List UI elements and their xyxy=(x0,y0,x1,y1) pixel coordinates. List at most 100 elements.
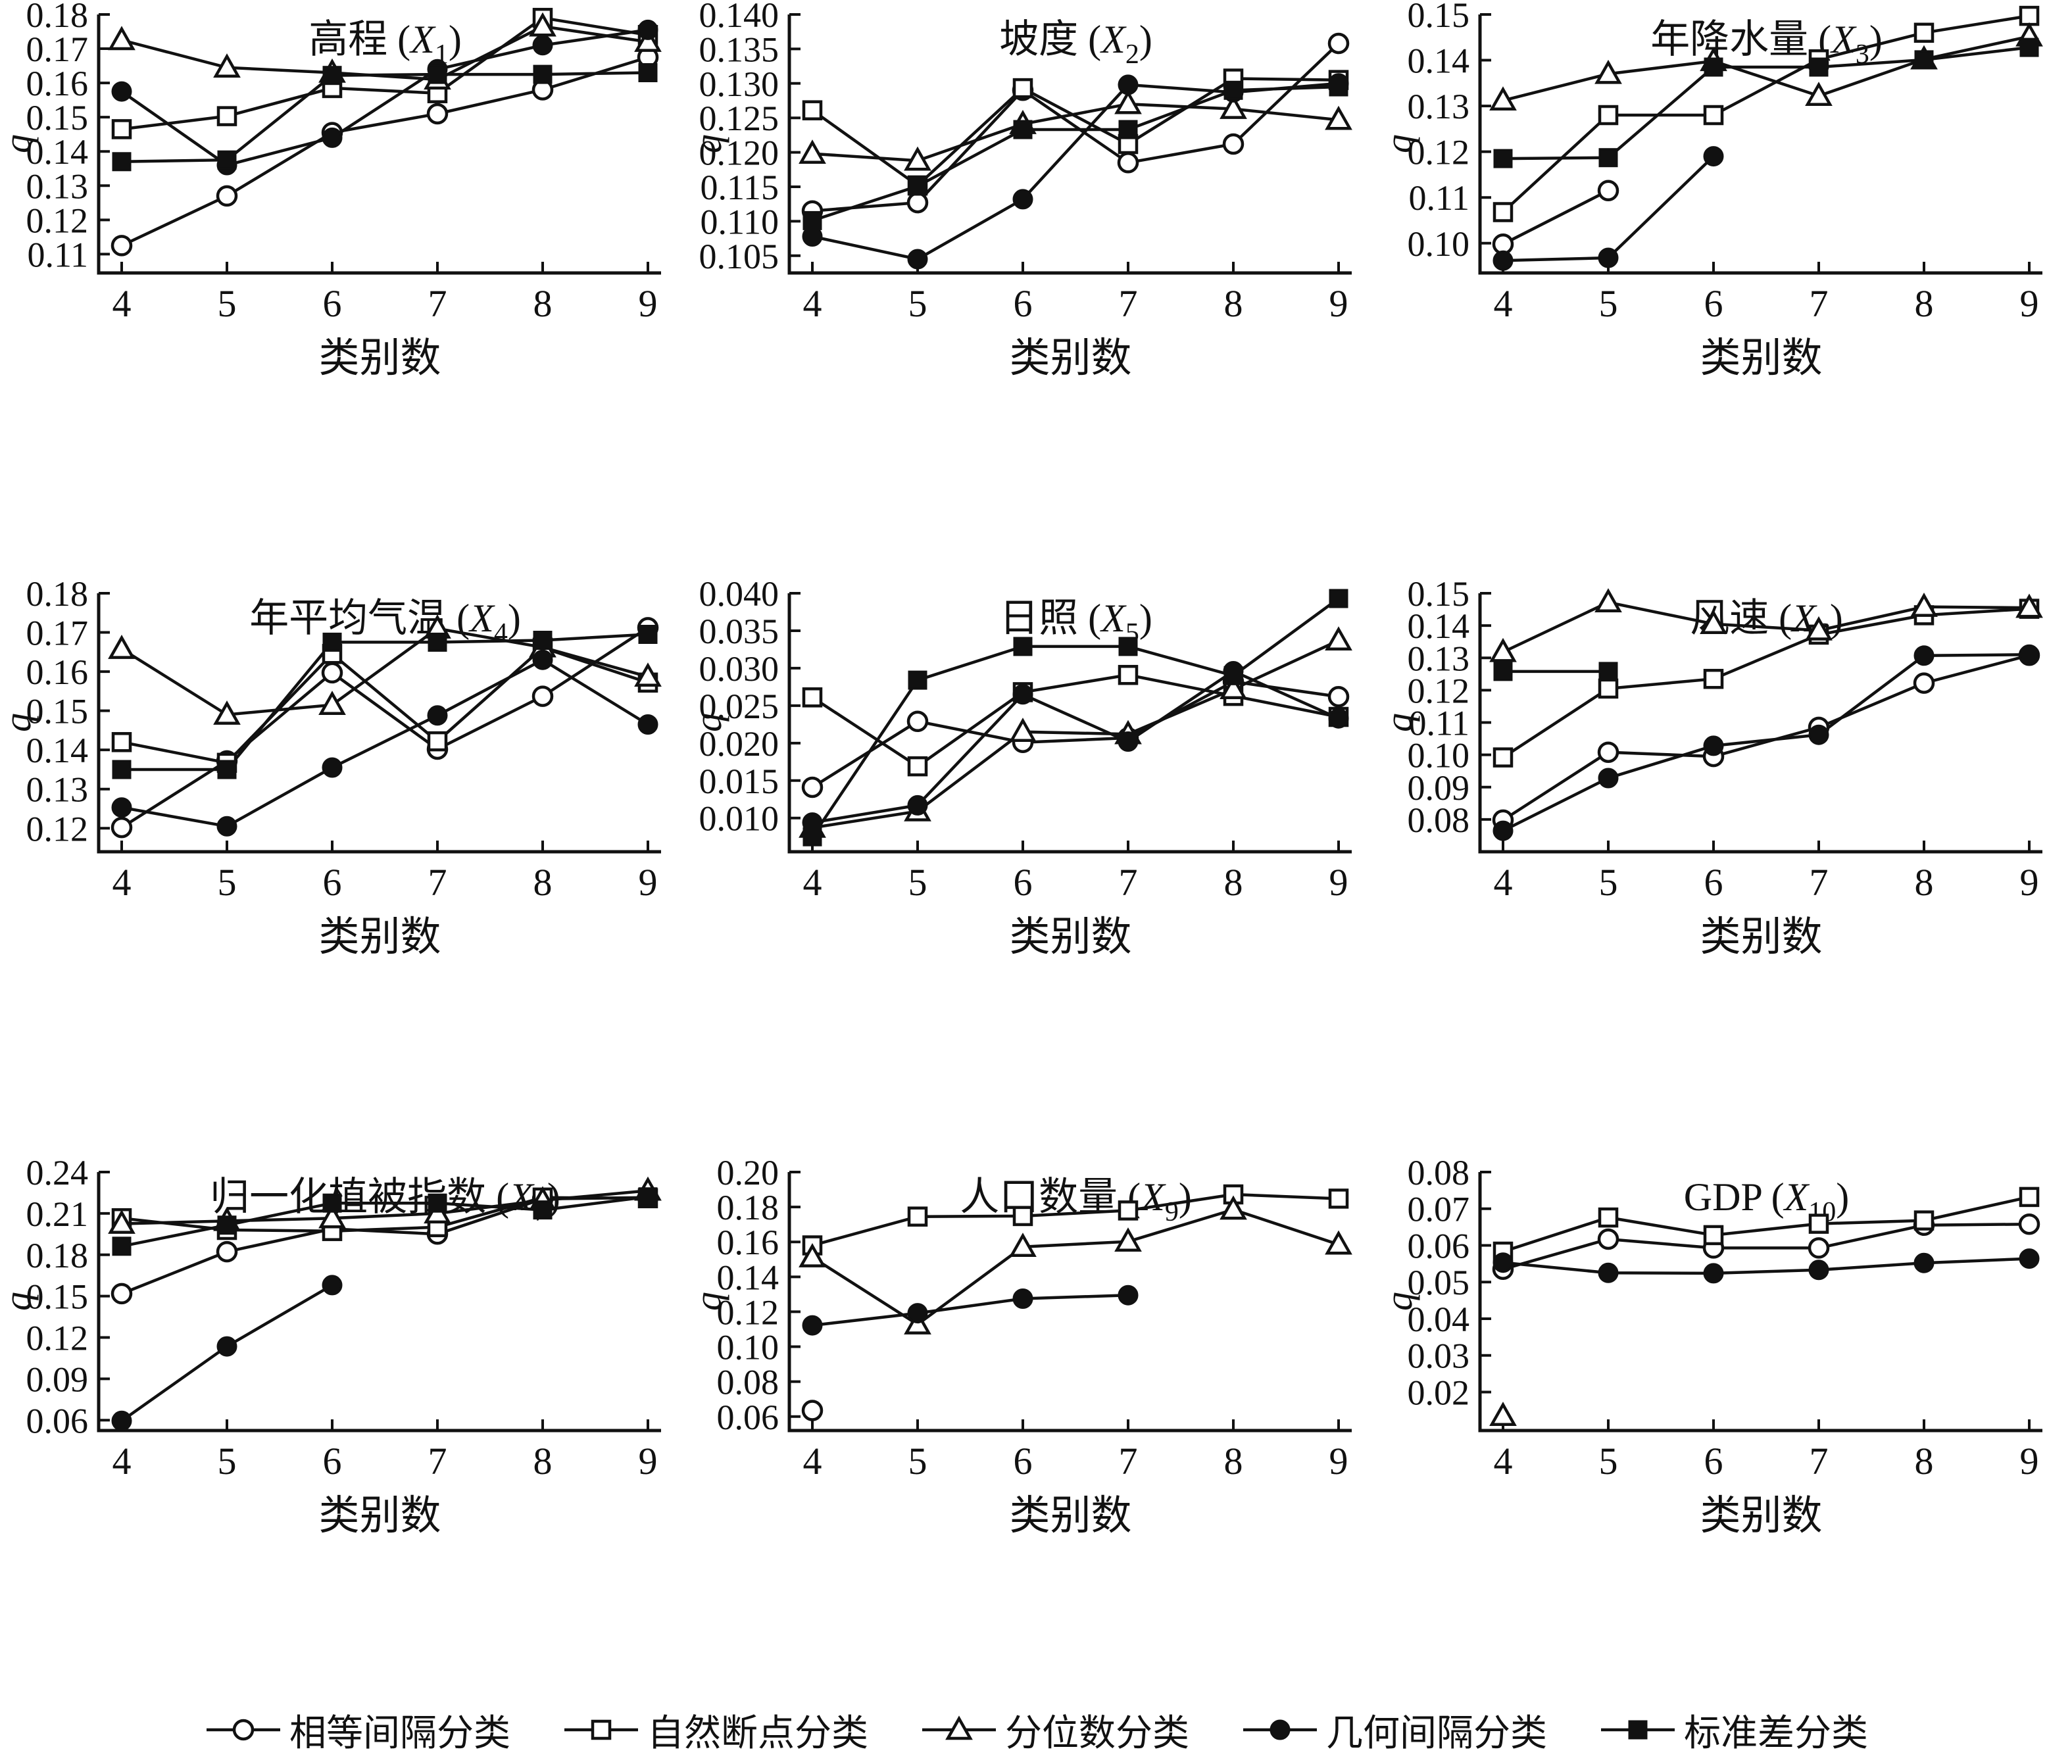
open-triangle-marker xyxy=(1700,610,1727,634)
open-circle-marker xyxy=(1913,672,1935,694)
y-axis-ticks: 0.060.090.120.150.180.210.24 xyxy=(26,1158,110,1440)
chart-canvas-x2: 0.1050.1100.1150.1200.1250.1300.1350.140… xyxy=(691,0,1352,381)
x-axis-label: 类别数 xyxy=(1009,915,1131,960)
equal-interval-circle-icon xyxy=(207,1719,280,1741)
filled-circle-marker xyxy=(216,1336,237,1357)
open-square-marker xyxy=(111,119,132,139)
x-axis-ticks: 4 5 6 7 8 9 xyxy=(112,841,658,904)
svg-text:8: 8 xyxy=(1224,861,1243,904)
filled-square-marker xyxy=(1118,120,1138,139)
filled-circle-marker xyxy=(1808,724,1829,745)
filled-circle-marker xyxy=(1270,1719,1291,1740)
filled-square-marker xyxy=(1704,57,1723,77)
open-square-marker xyxy=(1913,1210,1935,1231)
filled-circle-marker xyxy=(1118,731,1139,752)
svg-text:4: 4 xyxy=(803,1440,822,1482)
open-circle-marker xyxy=(111,816,133,839)
open-circle-marker xyxy=(1597,1228,1619,1250)
axes-spines xyxy=(787,593,1352,854)
svg-text:0.14: 0.14 xyxy=(1408,41,1470,81)
y-axis-label: q xyxy=(1381,713,1420,732)
chart-title: 年降水量 (X3) xyxy=(1650,18,1883,70)
svg-text:0.140: 0.140 xyxy=(699,0,779,35)
filled-circle-marker xyxy=(322,757,343,778)
svg-text:5: 5 xyxy=(218,1440,237,1482)
chart-x5: 0.010 0.015 0.020 0.025 0.030 0.035 0.040 4 5 6 7 8… xyxy=(691,579,1381,1158)
filled-circle-marker xyxy=(1012,189,1033,210)
svg-text:0.010: 0.010 xyxy=(699,799,779,839)
chart-x10: 0.02 0.03 0.04 0.05 0.06 0.07 0.08 4 5 6 7 8 9 类别数 q GD… xyxy=(1381,1158,2072,1697)
std-dev-square-icon xyxy=(1601,1720,1675,1740)
svg-text:0.10: 0.10 xyxy=(717,1328,779,1367)
svg-text:0.125: 0.125 xyxy=(699,99,779,138)
y-axis-ticks: 0.110.120.130.140.150.160.170.18 xyxy=(26,0,110,274)
open-circle-marker xyxy=(801,1400,824,1421)
series-markers xyxy=(1489,1187,2040,1426)
svg-text:0.12: 0.12 xyxy=(1408,133,1470,172)
filled-square-marker xyxy=(1598,662,1618,681)
svg-text:5: 5 xyxy=(1599,282,1618,325)
series-lines xyxy=(811,42,1340,261)
svg-text:0.11: 0.11 xyxy=(1409,704,1470,743)
filled-circle-marker xyxy=(532,649,553,670)
y-axis-ticks: 0.020.030.040.050.060.070.08 xyxy=(1408,1158,1491,1412)
open-square-marker xyxy=(1118,1200,1139,1221)
open-circle-marker xyxy=(321,662,343,684)
x-axis-ticks: 4 5 6 7 8 9 xyxy=(803,262,1348,325)
svg-text:7: 7 xyxy=(428,861,447,904)
open-triangle-marker xyxy=(1910,593,1938,617)
filled-circle-marker xyxy=(1118,1285,1139,1306)
svg-text:0.21: 0.21 xyxy=(26,1194,89,1234)
filled-circle-marker xyxy=(111,81,132,102)
open-square-marker xyxy=(591,1719,612,1740)
axes-spines xyxy=(1478,1172,2042,1433)
svg-text:0.13: 0.13 xyxy=(26,770,89,810)
svg-text:6: 6 xyxy=(1014,861,1033,904)
svg-text:0.12: 0.12 xyxy=(26,1319,89,1358)
open-circle-marker xyxy=(531,685,554,707)
svg-text:8: 8 xyxy=(533,861,553,904)
open-square-marker xyxy=(1808,1213,1829,1234)
open-triangle-marker xyxy=(904,146,931,171)
svg-text:0.15: 0.15 xyxy=(1408,0,1470,35)
x-axis-label: 类别数 xyxy=(318,915,441,960)
svg-text:6: 6 xyxy=(323,1440,342,1482)
filled-circle-marker xyxy=(1703,146,1724,167)
open-circle-marker xyxy=(1808,1237,1830,1259)
open-square-marker xyxy=(2019,1187,2040,1208)
filled-square-marker xyxy=(112,152,132,172)
svg-text:0.06: 0.06 xyxy=(717,1398,779,1437)
svg-text:9: 9 xyxy=(2020,1440,2039,1482)
svg-text:7: 7 xyxy=(1810,282,1829,325)
filled-circle-marker xyxy=(1598,247,1619,268)
filled-square-marker xyxy=(322,1193,342,1213)
svg-text:7: 7 xyxy=(1810,861,1829,904)
open-triangle-marker xyxy=(1114,89,1142,114)
open-square-marker xyxy=(802,100,823,120)
filled-square-marker xyxy=(1493,662,1513,681)
x-axis-ticks: 4 5 6 7 8 9 xyxy=(1494,262,2039,325)
open-square-marker xyxy=(1012,1206,1033,1227)
filled-circle-marker xyxy=(907,249,928,270)
svg-text:4: 4 xyxy=(1494,282,1513,325)
svg-text:0.08: 0.08 xyxy=(1408,1158,1470,1192)
x-axis-ticks: 4 5 6 7 8 9 xyxy=(1494,841,2039,904)
svg-text:0.11: 0.11 xyxy=(28,235,89,274)
filled-square-marker xyxy=(638,63,658,82)
open-circle-marker xyxy=(216,185,238,207)
axes-spines xyxy=(787,14,1352,275)
filled-square-marker xyxy=(217,1215,237,1235)
y-axis-label: q xyxy=(1381,134,1420,153)
filled-circle-marker xyxy=(427,705,448,726)
svg-text:9: 9 xyxy=(1329,861,1348,904)
svg-text:6: 6 xyxy=(1704,1440,1723,1482)
x-axis-ticks: 4 5 6 7 8 9 xyxy=(803,1419,1348,1482)
filled-square-marker xyxy=(1013,637,1033,656)
svg-text:0.18: 0.18 xyxy=(26,1236,89,1275)
open-square-marker xyxy=(1598,105,1619,126)
svg-text:0.12: 0.12 xyxy=(26,809,89,848)
open-circle-marker xyxy=(801,776,824,798)
svg-text:0.025: 0.025 xyxy=(699,687,779,726)
open-triangle-marker xyxy=(213,53,241,78)
